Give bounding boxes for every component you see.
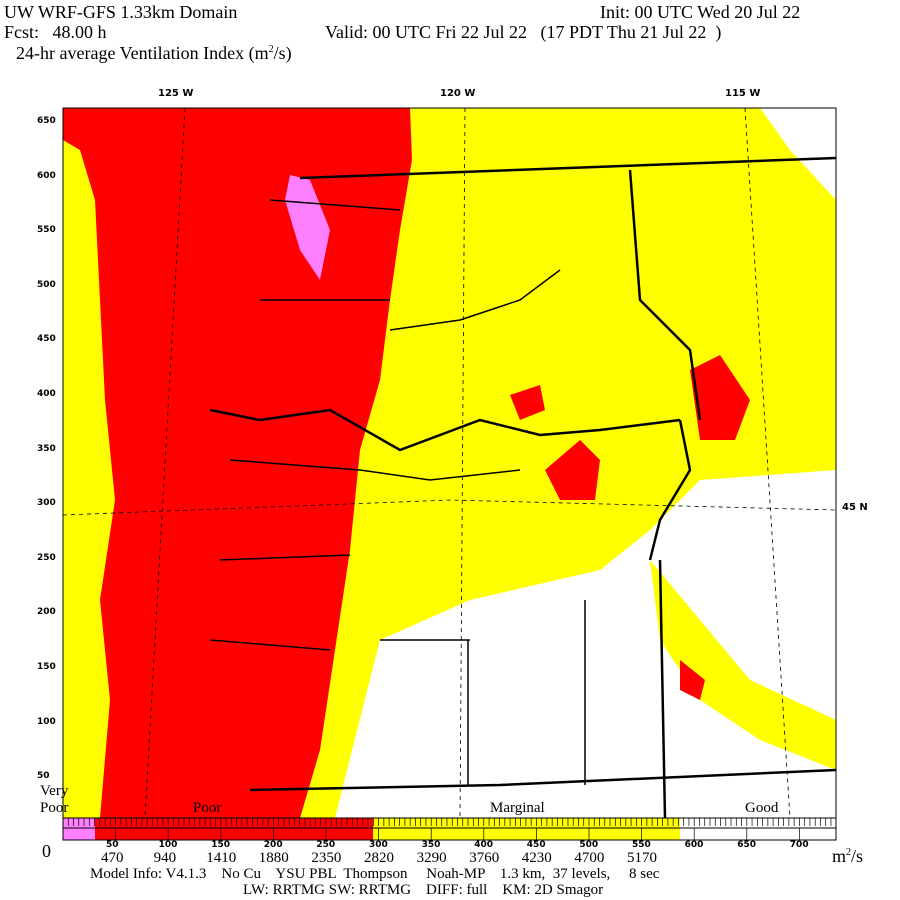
very-poor-patch [285, 175, 330, 280]
y-axis-label: 550 [37, 225, 56, 236]
colorbar-label: 5170 [627, 850, 657, 866]
colorbar-label: 940 [153, 850, 177, 866]
unit-end: /s [851, 846, 864, 866]
state-boundaries [209, 156, 836, 818]
colorbar-zero: 0 [42, 841, 51, 861]
colorbar-small-label: 650 [737, 840, 756, 850]
colorbar-small-label: 600 [684, 840, 704, 850]
init-time: Init: 00 UTC Wed 20 Jul 22 [600, 2, 801, 22]
y-axis-label: 250 [37, 552, 56, 563]
forecast-hour: Fcst: 48.00 h [4, 22, 107, 42]
lon-label-125w: 125 W [158, 88, 194, 99]
colorbar-small-label: 350 [421, 840, 441, 850]
lat-label-45n: 45 N [842, 502, 868, 513]
field-title-end: /s) [273, 43, 292, 63]
category-poor: Poor [193, 800, 222, 816]
model-info-line1: Model Info: V4.1.3 No Cu YSU PBL Thompso… [90, 866, 660, 882]
y-axis-label: 50 [37, 771, 50, 782]
colorbar-small-label: 400 [474, 840, 493, 850]
poor-region-east-patch [545, 440, 600, 500]
colorbar-small-label: 450 [526, 840, 546, 850]
y-axis-label: 600 [37, 170, 56, 181]
unit-sup: 2 [846, 847, 852, 858]
colorbar-label: 3290 [416, 850, 447, 866]
y-axis-label: 450 [37, 334, 56, 345]
colorbar-label: 2350 [311, 850, 342, 866]
category-very-poor-line1: Very [40, 783, 69, 799]
y-axis-label: 400 [37, 389, 56, 399]
marginal-region-ne [700, 150, 836, 330]
colorbar-label: 1410 [206, 850, 237, 866]
y-axis-label: 300 [37, 498, 56, 509]
colorbar-label: 2820 [364, 850, 394, 866]
poor-region [63, 108, 412, 818]
colorbar-label: 4230 [521, 850, 552, 866]
field-title: 24-hr average Ventilation Index (m2/s) [16, 44, 292, 62]
valid-time: Valid: 00 UTC Fri 22 Jul 22 (17 PDT Thu … [325, 22, 722, 42]
colorbar-very-poor [63, 818, 95, 840]
colorbar-label: 4700 [574, 850, 605, 866]
unit-text: m [832, 846, 847, 866]
poor-region-east-patch [680, 660, 705, 700]
model-title: UW WRF-GFS 1.33km Domain [4, 2, 238, 22]
colorbar-small-label: 150 [211, 840, 230, 850]
y-axis-label: 150 [37, 662, 56, 672]
field-title-text: 24-hr average Ventilation Index (m [16, 43, 269, 63]
good-region-se [340, 470, 836, 818]
colorbar-small-label: 700 [789, 840, 809, 850]
colorbar-small-label: 50 [106, 840, 119, 850]
colorbar-unit: m2/s [832, 847, 863, 865]
colorbar-small-label: 100 [158, 840, 178, 850]
colorbar-poor [95, 818, 373, 840]
colorbar-marginal [373, 818, 680, 840]
poor-region-east-patch [690, 355, 750, 440]
colorbar-small-label: 200 [263, 840, 283, 850]
category-marginal: Marginal [490, 800, 545, 816]
colorbar-small-label: 550 [632, 840, 651, 850]
y-axis-label: 350 [37, 443, 56, 454]
colorbar-label: 3760 [469, 850, 500, 866]
colorbar-good [680, 818, 836, 840]
category-very-poor-line2: Poor [40, 800, 69, 816]
field-title-sup: 2 [268, 44, 274, 55]
poor-region-east-patch [510, 385, 545, 420]
colorbar-small-label: 500 [579, 840, 599, 850]
y-axis-label: 500 [37, 279, 56, 290]
colorbar-label: 470 [101, 850, 124, 866]
colorbar [62, 817, 837, 841]
colorbar-small-label: 300 [369, 840, 388, 850]
category-good: Good [745, 800, 779, 816]
colorbar-small-label: 250 [316, 840, 336, 850]
y-axis-label: 650 [37, 116, 56, 126]
lon-label-115w: 115 W [725, 88, 761, 99]
y-axis-label: 200 [37, 607, 56, 618]
model-info-line2: LW: RRTMG SW: RRTMG DIFF: full KM: 2D Sm… [243, 882, 604, 898]
graticule [63, 108, 836, 818]
y-axis-label: 100 [37, 716, 56, 727]
lon-label-120w: 120 W [440, 88, 476, 99]
colorbar-label: 1880 [258, 850, 289, 866]
marginal-region-se-ridge [650, 560, 836, 770]
